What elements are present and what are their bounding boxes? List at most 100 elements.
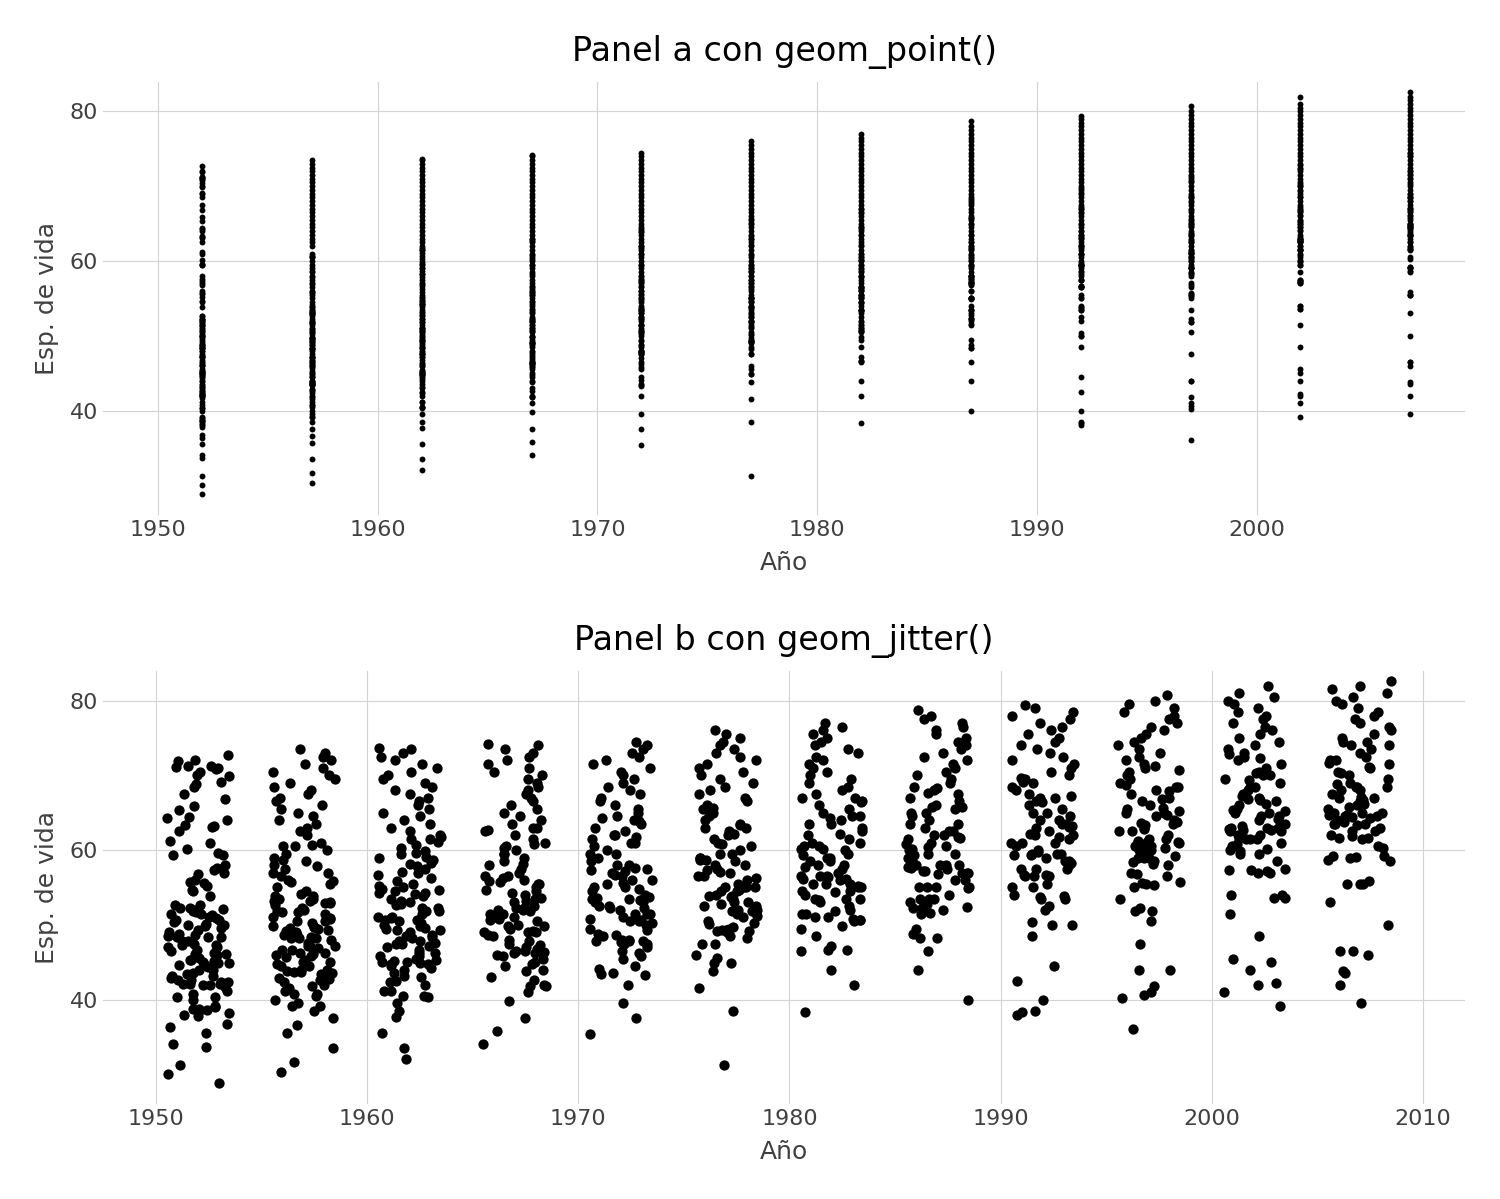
Point: [206, 945, 230, 964]
Point: [410, 361, 434, 380]
Point: [519, 403, 543, 422]
Point: [1132, 986, 1156, 1005]
Point: [849, 327, 873, 347]
Point: [519, 332, 543, 351]
Point: [958, 135, 982, 155]
Point: [476, 924, 500, 944]
Point: [958, 218, 982, 237]
Point: [597, 897, 621, 916]
Point: [816, 867, 840, 886]
Point: [190, 251, 214, 270]
Point: [266, 902, 290, 921]
Point: [1166, 778, 1190, 797]
Point: [958, 146, 982, 165]
Point: [1398, 200, 1422, 219]
Point: [1179, 370, 1203, 390]
Point: [1156, 710, 1180, 729]
Point: [1179, 135, 1203, 155]
Point: [300, 312, 324, 331]
Point: [310, 796, 334, 815]
Point: [700, 803, 724, 823]
Point: [156, 924, 180, 944]
Point: [1348, 676, 1372, 695]
Point: [849, 155, 873, 174]
Point: [309, 965, 333, 984]
Point: [834, 890, 858, 909]
Point: [309, 833, 333, 852]
Point: [300, 313, 324, 332]
Point: [1162, 811, 1186, 830]
Point: [190, 255, 214, 275]
Point: [303, 917, 327, 936]
Point: [300, 323, 324, 342]
Point: [300, 375, 324, 394]
Point: [740, 319, 764, 338]
Point: [423, 944, 447, 963]
Point: [211, 915, 236, 934]
Point: [849, 249, 873, 269]
Point: [410, 173, 434, 192]
Point: [519, 360, 543, 379]
Point: [399, 830, 423, 849]
Point: [318, 909, 342, 928]
Point: [519, 252, 543, 271]
Point: [1398, 386, 1422, 405]
Point: [630, 236, 654, 255]
Point: [920, 797, 944, 817]
Point: [740, 259, 764, 278]
Point: [1246, 788, 1270, 807]
Point: [1398, 146, 1422, 165]
Point: [630, 307, 654, 326]
Point: [519, 155, 543, 174]
Point: [849, 188, 873, 207]
Point: [1158, 960, 1182, 980]
Point: [298, 946, 322, 965]
Point: [410, 321, 434, 341]
Point: [958, 249, 982, 269]
Point: [1326, 829, 1350, 848]
Point: [1274, 860, 1298, 879]
Point: [165, 971, 189, 990]
Point: [300, 339, 324, 359]
Point: [958, 233, 982, 252]
Point: [849, 370, 873, 390]
Point: [300, 355, 324, 374]
Point: [1114, 800, 1138, 819]
Point: [1030, 793, 1054, 812]
Point: [1166, 812, 1190, 831]
Point: [190, 409, 214, 428]
Point: [839, 874, 862, 893]
Point: [368, 884, 392, 903]
Point: [846, 876, 870, 896]
Point: [519, 210, 543, 229]
Point: [812, 803, 836, 823]
Point: [618, 781, 642, 800]
Point: [300, 405, 324, 424]
Point: [300, 300, 324, 319]
Point: [410, 434, 434, 453]
Point: [914, 803, 938, 823]
Point: [369, 747, 393, 766]
Point: [300, 206, 324, 225]
Point: [1144, 781, 1168, 800]
Point: [1136, 832, 1160, 851]
Point: [728, 815, 752, 835]
Point: [1058, 710, 1082, 729]
Point: [300, 357, 324, 376]
Point: [190, 284, 214, 303]
Point: [190, 336, 214, 355]
Point: [740, 185, 764, 204]
Point: [410, 379, 434, 398]
Point: [849, 303, 873, 323]
Point: [519, 327, 543, 347]
Point: [828, 870, 852, 890]
Point: [915, 878, 939, 897]
Point: [849, 294, 873, 313]
Point: [958, 312, 982, 331]
Point: [156, 1065, 180, 1084]
Point: [314, 942, 338, 962]
Point: [630, 180, 654, 199]
Point: [1288, 192, 1312, 211]
Point: [213, 863, 237, 882]
Point: [304, 856, 328, 875]
